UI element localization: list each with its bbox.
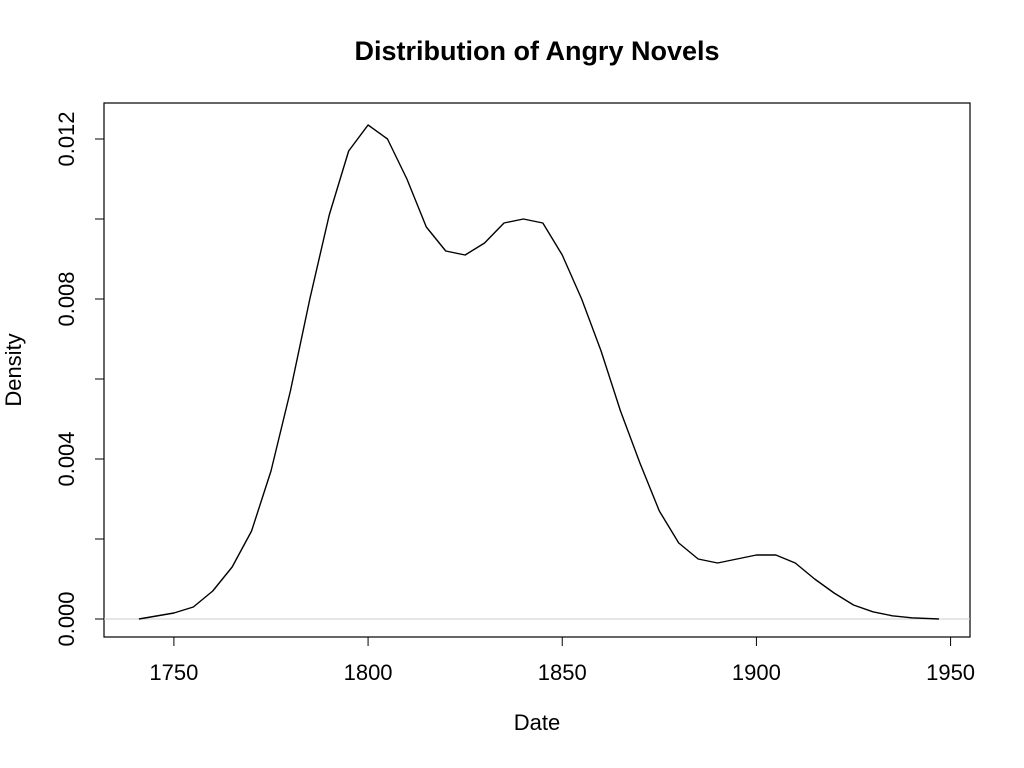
y-tick-label: 0.004 xyxy=(54,431,79,486)
density-line xyxy=(138,124,939,620)
x-tick-label: 1950 xyxy=(926,660,975,685)
x-tick-label: 1750 xyxy=(149,660,198,685)
y-tick-label: 0.012 xyxy=(54,111,79,166)
y-axis-label: Density xyxy=(1,333,26,406)
y-tick-label: 0.008 xyxy=(54,271,79,326)
chart-title: Distribution of Angry Novels xyxy=(354,36,719,66)
plot-frame xyxy=(103,102,971,638)
x-tick-label: 1850 xyxy=(538,660,587,685)
x-tick-label: 1800 xyxy=(344,660,393,685)
x-axis-label: Date xyxy=(514,710,560,735)
y-tick-label: 0.000 xyxy=(54,591,79,646)
x-tick-label: 1900 xyxy=(732,660,781,685)
